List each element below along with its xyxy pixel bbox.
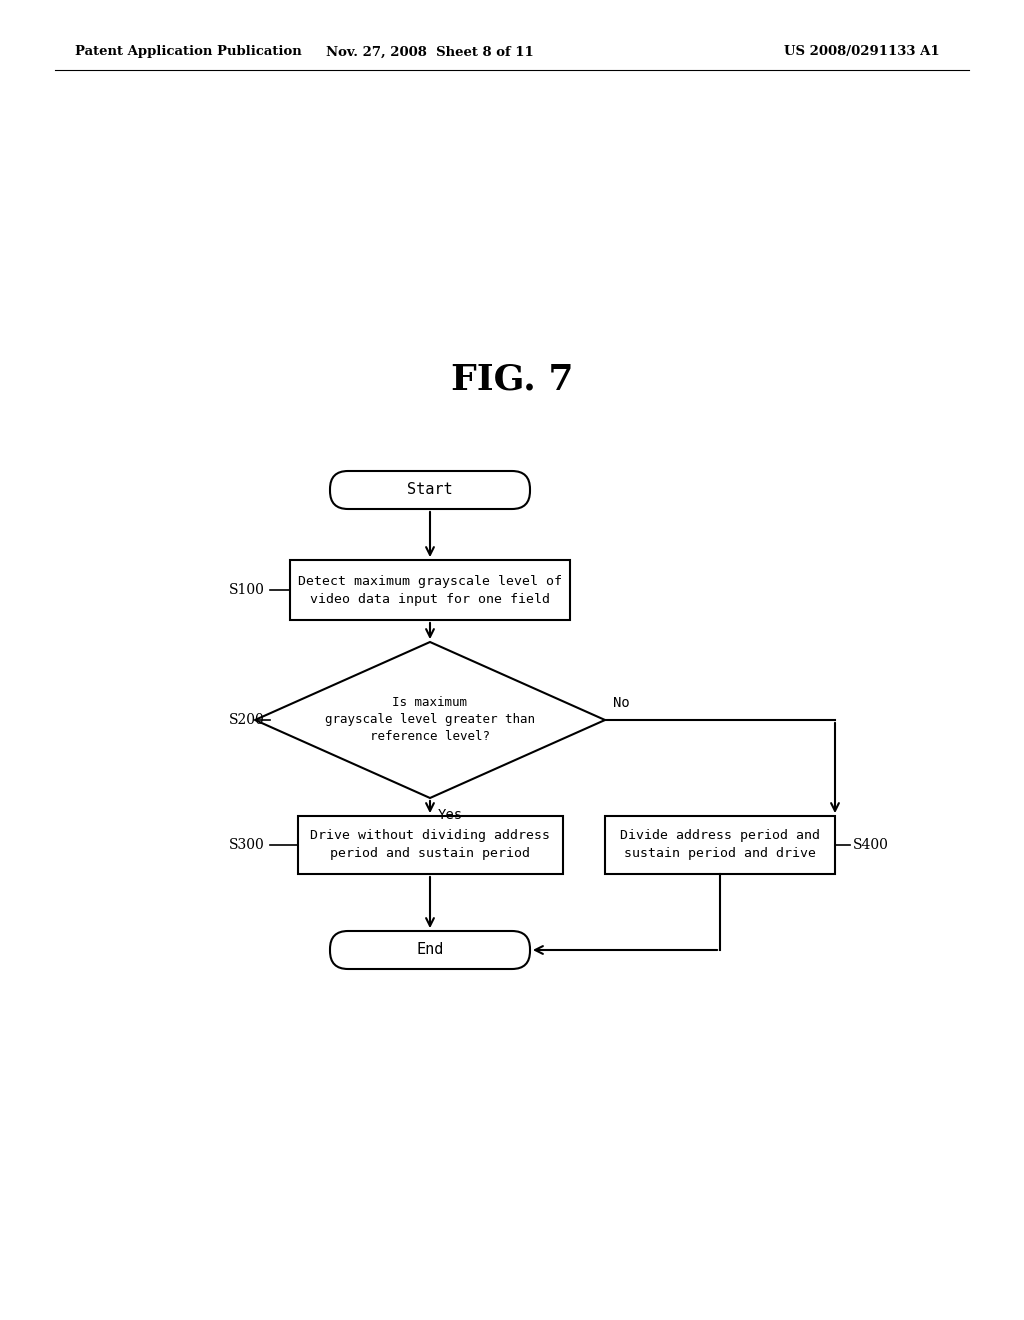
- Polygon shape: [255, 642, 605, 799]
- Text: FIG. 7: FIG. 7: [451, 363, 573, 397]
- Bar: [290, 560, 570, 620]
- Text: S400: S400: [853, 838, 889, 851]
- Text: End: End: [417, 942, 443, 957]
- Text: Nov. 27, 2008  Sheet 8 of 11: Nov. 27, 2008 Sheet 8 of 11: [326, 45, 534, 58]
- Text: Patent Application Publication: Patent Application Publication: [75, 45, 302, 58]
- Bar: [605, 816, 835, 874]
- Text: US 2008/0291133 A1: US 2008/0291133 A1: [784, 45, 940, 58]
- Text: No: No: [613, 696, 630, 710]
- Text: Yes: Yes: [438, 808, 463, 822]
- Text: Start: Start: [408, 483, 453, 498]
- Text: S300: S300: [229, 838, 265, 851]
- Text: Is maximum
grayscale level greater than
reference level?: Is maximum grayscale level greater than …: [325, 697, 535, 743]
- Text: S200: S200: [229, 713, 265, 727]
- Text: Detect maximum grayscale level of
video data input for one field: Detect maximum grayscale level of video …: [298, 574, 562, 606]
- FancyBboxPatch shape: [330, 471, 530, 510]
- Bar: [298, 816, 562, 874]
- FancyBboxPatch shape: [330, 931, 530, 969]
- Text: Divide address period and
sustain period and drive: Divide address period and sustain period…: [620, 829, 820, 861]
- Text: S100: S100: [229, 583, 265, 597]
- Text: Drive without dividing address
period and sustain period: Drive without dividing address period an…: [310, 829, 550, 861]
